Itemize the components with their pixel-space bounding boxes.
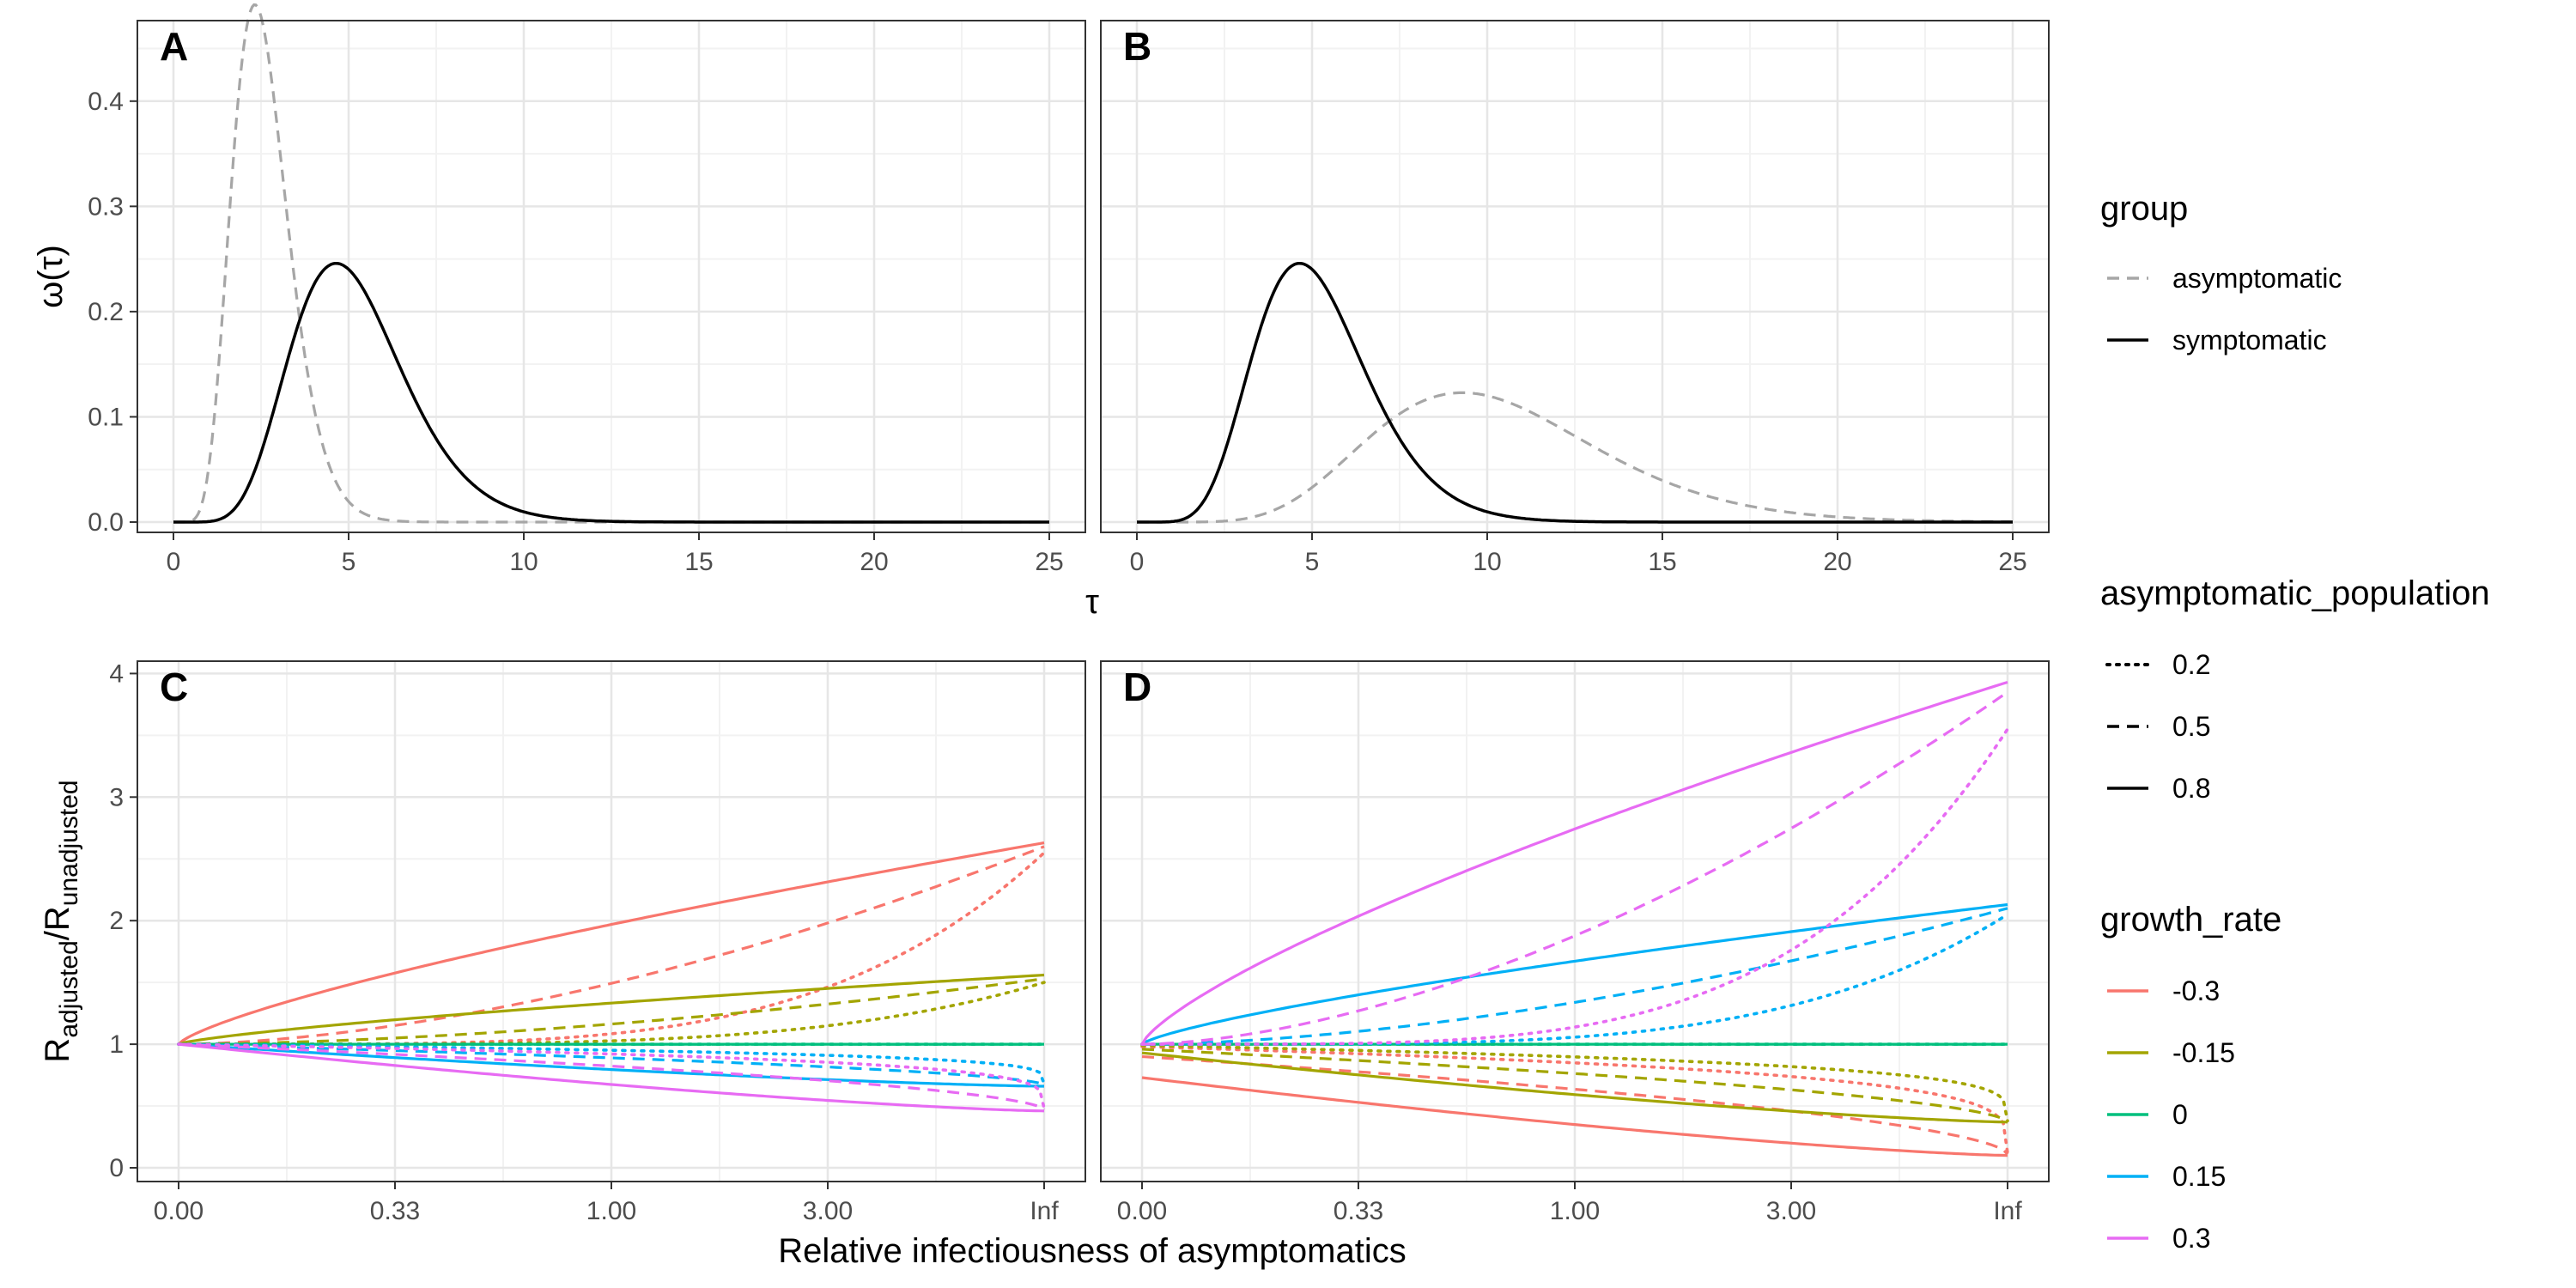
legend-label-growth-0.3: 0.3 — [2172, 1223, 2210, 1254]
x-tick-label: 0 — [167, 548, 181, 576]
series-growth-0.15-pop-0.8 — [178, 1042, 1044, 1088]
legend-label-growth-0.15: 0.15 — [2172, 1161, 2226, 1192]
series-growth-0.15-pop-0.5 — [1142, 907, 2008, 1046]
legend-label-asymptomatic: asymptomatic — [2172, 263, 2342, 294]
series-growth--0.15-pop-0.2 — [1140, 1043, 2009, 1123]
x-tick-label: 20 — [1823, 548, 1851, 576]
legend-label-pop-0.8: 0.8 — [2172, 773, 2210, 804]
panel-b-border — [1100, 20, 2050, 533]
x-tick-label: 1.00 — [1550, 1197, 1600, 1225]
x-tick-label: 15 — [684, 548, 713, 576]
series-asymptomatic — [173, 3, 1049, 524]
x-tick-label: 3.00 — [1766, 1197, 1816, 1225]
panel-a-border — [137, 20, 1086, 533]
legend-label-pop-0.2: 0.2 — [2172, 649, 2210, 680]
y-tick-label: 2 — [109, 907, 124, 935]
panel-a: 0 5 10 15 20 25 0.0 0.1 0.2 0.3 0.4 A — [88, 3, 1086, 576]
panel-b-tag: B — [1123, 24, 1151, 69]
legend-label-symptomatic: symptomatic — [2172, 325, 2327, 355]
x-tick-label: 25 — [1035, 548, 1063, 576]
bottom-y-axis-title: Radjusted/Runadjusted — [39, 780, 83, 1062]
x-tick-label: 0.33 — [370, 1197, 420, 1225]
x-tick-label: 25 — [1998, 548, 2026, 576]
series-growth--0.15-pop-0.5 — [1141, 1048, 2008, 1124]
x-tick-label: 0.33 — [1334, 1197, 1383, 1225]
x-tick-label: Inf — [1030, 1197, 1059, 1225]
y-tick-label: 4 — [109, 659, 124, 688]
panel-a-tag: A — [160, 24, 188, 69]
x-tick-label: 0.00 — [1117, 1197, 1167, 1225]
legend-pop-title: asymptomatic_population — [2100, 574, 2490, 612]
top-x-axis-title: τ — [1085, 583, 1099, 621]
legend-group: group asymptomatic symptomatic — [2100, 190, 2342, 355]
panel-b: 0 5 10 15 20 25 B — [1100, 20, 2050, 576]
panel-c: 0.00 0.33 1.00 3.00 Inf 0 1 2 3 4 C — [109, 659, 1086, 1225]
series-growth-0.3-pop-0.5 — [178, 1042, 1045, 1111]
legend-asymptomatic-population: asymptomatic_population 0.2 0.5 0.8 — [2100, 574, 2490, 804]
series-growth-0.3-pop-0.2 — [1140, 727, 2009, 1046]
panel-d-tag: D — [1123, 665, 1151, 709]
series-growth-0.3-pop-0.5 — [1141, 690, 2008, 1046]
panel-c-tag: C — [160, 665, 188, 709]
x-tick-label: 10 — [1473, 548, 1501, 576]
x-tick-label: 5 — [342, 548, 356, 576]
series-growth--0.3-pop-0.2 — [1140, 1045, 2009, 1155]
top-y-axis-title: ω(τ) — [32, 245, 70, 308]
series-asymptomatic — [1137, 391, 2013, 524]
panel-d: 0.00 0.33 1.00 3.00 Inf D — [1100, 660, 2050, 1225]
legend-label-growth--0.3: -0.3 — [2172, 975, 2220, 1006]
series-growth--0.3-pop-0.8 — [177, 841, 1045, 1046]
legend-label-pop-0.5: 0.5 — [2172, 711, 2210, 742]
x-tick-label: 0.00 — [154, 1197, 204, 1225]
x-tick-label: 1.00 — [586, 1197, 636, 1225]
y-tick-label: 0.2 — [88, 298, 124, 326]
x-tick-label: 20 — [860, 548, 888, 576]
x-tick-label: 0 — [1130, 548, 1145, 576]
series-growth-0.15-pop-0.8 — [1141, 902, 2008, 1046]
series-symptomatic — [1137, 261, 2013, 524]
series-symptomatic — [173, 261, 1049, 524]
series-growth--0.15-pop-0.5 — [179, 977, 1045, 1046]
y-tick-label: 0.3 — [88, 192, 124, 221]
legend-group-title: group — [2100, 190, 2188, 228]
x-tick-label: 5 — [1305, 548, 1320, 576]
x-tick-label: Inf — [1993, 1197, 2022, 1225]
series-growth--0.3-pop-0.5 — [179, 845, 1045, 1046]
legend-label-growth-0: 0 — [2172, 1099, 2188, 1130]
x-tick-label: 15 — [1648, 548, 1676, 576]
series-growth-0.3-pop-0.2 — [177, 1042, 1046, 1110]
y-tick-label: 0.1 — [88, 403, 124, 431]
series-growth-0.3-pop-0.8 — [178, 1042, 1045, 1113]
series-growth--0.15-pop-0.8 — [1141, 1051, 2008, 1124]
y-tick-label: 0.4 — [88, 88, 124, 116]
y-tick-label: 1 — [109, 1030, 124, 1059]
y-tick-label: 0.0 — [88, 508, 124, 537]
y-tick-label: 3 — [109, 783, 124, 811]
x-tick-label: 3.00 — [803, 1197, 853, 1225]
legend-growth-title: growth_rate — [2100, 901, 2281, 939]
x-tick-label: 10 — [509, 548, 538, 576]
y-tick-label: 0 — [109, 1154, 124, 1182]
bottom-x-axis-title: Relative infectiousness of asymptomatics — [778, 1232, 1406, 1270]
legend-growth-rate: growth_rate -0.3 -0.15 0 0.15 0.3 — [2100, 901, 2281, 1254]
legend-label-growth--0.15: -0.15 — [2172, 1037, 2235, 1068]
series-growth--0.3-pop-0.8 — [1141, 1076, 2008, 1157]
series-growth-0.3-pop-0.8 — [1140, 680, 2008, 1045]
series-growth--0.15-pop-0.8 — [178, 973, 1045, 1046]
